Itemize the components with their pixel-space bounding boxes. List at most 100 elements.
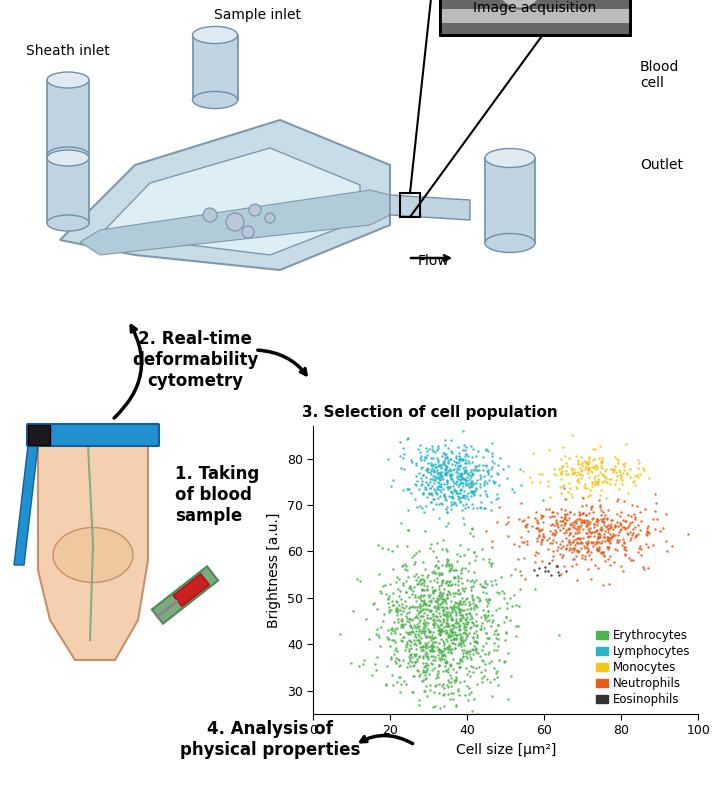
Point [467,485,478,498]
Point [458,467,469,480]
Point [480,488,492,500]
Point [433,659,444,671]
Point [459,488,471,501]
Point [469,599,481,611]
Point [500,611,511,623]
Point [483,555,495,568]
Point [531,522,543,534]
Point [426,488,438,501]
Point [555,466,567,478]
Point [454,447,465,459]
Point [428,470,439,483]
Point [585,536,596,548]
Point [602,512,613,525]
Point [590,469,601,482]
Point [454,675,466,688]
Point [446,579,457,592]
Point [683,528,694,540]
Point [462,467,473,480]
Point [402,540,413,552]
Point [418,664,429,676]
Point [388,648,400,660]
Point [561,543,572,555]
Point [410,628,421,641]
Point [618,533,629,545]
Point [446,447,457,459]
Point [405,454,417,466]
Point [469,484,480,497]
Point [485,655,496,667]
Point [459,492,470,504]
Point [564,536,575,548]
Point [564,518,575,530]
Point [480,627,492,640]
Point [596,476,608,488]
Point [570,558,582,570]
Point [592,514,603,527]
Point [422,651,433,664]
Point [453,617,464,630]
Point [455,604,467,616]
Point [444,563,456,575]
Point [432,454,444,466]
Point [622,487,634,499]
Point [593,528,604,540]
Point [576,537,588,549]
Point [469,642,480,655]
Point [431,604,442,617]
Point [603,531,614,544]
Point [606,531,617,544]
Point [610,466,621,479]
Point [438,458,449,470]
Point [615,524,626,537]
Point [403,615,415,628]
Point [381,660,392,672]
Point [499,634,510,646]
Point [402,627,413,640]
Point [438,488,450,500]
Point [427,700,438,712]
Point [580,478,591,491]
Point [490,623,501,636]
Point [395,462,407,474]
Point [465,660,477,672]
Point [417,573,428,585]
Point [518,535,530,548]
Point [456,504,467,517]
Point [477,655,489,667]
Point [458,619,469,632]
Point [479,648,490,660]
Point [397,613,408,626]
Point [486,534,498,547]
Point [385,623,397,635]
Point [374,585,386,597]
Point [628,476,639,488]
Point [494,500,505,513]
Point [454,473,466,486]
Point [438,490,449,503]
Point [462,564,474,577]
Point [456,630,468,643]
Point [593,451,604,464]
Point [567,428,578,441]
Point [428,608,439,620]
Point [441,451,453,464]
Point [604,527,616,540]
Point [569,542,580,555]
Point [444,693,456,705]
Point [430,461,441,473]
Point [421,662,433,675]
Point [606,532,617,544]
Point [451,629,462,641]
Point [441,481,453,493]
Point [408,670,419,682]
Point [438,583,450,596]
Point [566,517,577,529]
Point [596,452,608,465]
Point [454,609,466,622]
Point [562,507,573,520]
Point [557,540,569,552]
Point [433,623,445,636]
Point [467,477,479,490]
Point [441,597,452,610]
